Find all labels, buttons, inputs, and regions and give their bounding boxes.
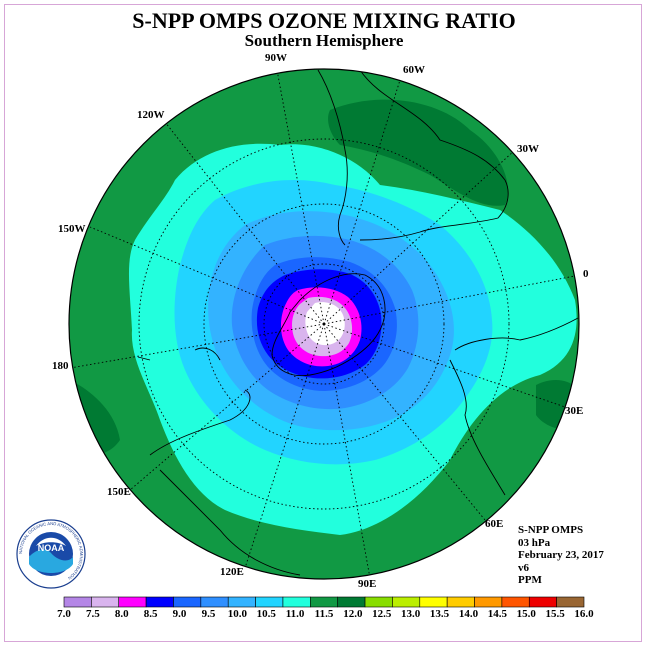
colorbar-label-15: 14.5 [487, 608, 507, 620]
ozone-field [69, 69, 579, 579]
meridian-0 [323, 274, 579, 325]
colorbar-label-0: 7.0 [57, 608, 71, 620]
colorbar-swatch-13 [419, 596, 448, 608]
colorbar-label-17: 15.5 [545, 608, 565, 620]
colorbar-swatch-2 [118, 596, 147, 608]
logo-bird-icon [36, 537, 66, 546]
latitude-circle-3 [138, 138, 510, 510]
info-units: PPM [518, 574, 542, 586]
meridian-120e [244, 323, 325, 569]
logo-text: NOAA [38, 543, 65, 553]
meridian-90e [323, 323, 371, 579]
lon-label-120w: 120W [137, 109, 165, 121]
colorbar-label-13: 13.5 [429, 608, 450, 620]
lon-label-90e: 90E [358, 578, 377, 590]
colorbar-swatch-15 [474, 596, 503, 608]
map-info-block: S-NPP OMPS 03 hPa February 23, 2017 v6 P… [518, 524, 604, 587]
colorbar-label-18: 16.0 [574, 608, 594, 620]
colorbar-label-9: 11.5 [314, 608, 334, 620]
meridian-90w [276, 69, 325, 325]
colorbar-swatch-1 [91, 596, 120, 608]
colorbar-label-4: 9.0 [172, 608, 187, 620]
page-title: S-NPP OMPS OZONE MIXING RATIO [132, 8, 516, 33]
colorbar-label-16: 15.0 [516, 608, 536, 620]
colorbar-label-5: 9.5 [201, 608, 216, 620]
lon-label-30w: 30W [517, 143, 539, 155]
colorbar-label-3: 8.5 [143, 608, 158, 620]
coastlines [137, 69, 579, 576]
australia-coast [149, 389, 301, 576]
lon-label-0: 0 [583, 268, 589, 280]
south-america-coast [317, 69, 509, 246]
colorbar-label-14: 14.0 [458, 608, 479, 620]
lon-label-150e: 150E [107, 486, 131, 498]
info-level: 03 hPa [518, 536, 551, 549]
colorbar-label-6: 10.0 [227, 608, 247, 620]
colorbar-swatch-10 [337, 596, 366, 608]
colorbar-swatch-9 [310, 596, 338, 608]
info-version: v6 [518, 561, 529, 574]
lon-label-60w: 60W [403, 64, 425, 76]
latitude-circle-1 [263, 263, 385, 385]
colorbar-swatch-4 [173, 596, 202, 608]
latitude-circle-2 [203, 203, 445, 445]
image-frame [4, 4, 642, 642]
graticule [69, 69, 579, 579]
meridian-120w [164, 121, 325, 325]
info-instrument: S-NPP OMPS [518, 524, 584, 536]
antarctica-coast [271, 273, 386, 377]
meridian-60w [323, 79, 401, 325]
contour-12-0-south-america [328, 99, 509, 206]
meridian-30e [323, 323, 569, 409]
lon-label-180: 180 [52, 360, 69, 372]
colorbar-label-12: 13.0 [401, 608, 421, 620]
colorbar-swatch-17 [528, 596, 557, 608]
logo-wave-icon [29, 549, 73, 573]
noaa-logo: NOAA NATIONAL OCEANIC AND ATMOSPHERIC AD… [16, 519, 86, 589]
colorbar-label-7: 10.5 [256, 608, 276, 620]
new-zealand-coast [137, 347, 221, 361]
colorbar-label-10: 12.0 [343, 608, 363, 620]
colorbar-swatch-5 [200, 596, 229, 608]
colorbar-swatch-0 [63, 596, 92, 608]
colorbar-swatch-18 [556, 596, 585, 608]
map-border [68, 68, 580, 580]
colorbar-swatch-16 [501, 596, 530, 608]
colorbar-swatch-6 [227, 596, 256, 608]
lon-label-30e: 30E [565, 405, 584, 417]
colorbar-swatch-3 [145, 596, 174, 608]
info-date: February 23, 2017 [518, 549, 604, 561]
colorbar-label-11: 12.5 [372, 608, 392, 620]
colorbar-swatch-11 [364, 596, 393, 608]
lon-label-60e: 60E [485, 518, 504, 530]
colorbar-swatch-12 [392, 596, 421, 608]
colorbar-swatch-14 [446, 596, 475, 608]
page-subtitle: Southern Hemisphere [244, 31, 404, 50]
meridian-180 [69, 323, 325, 369]
colorbar-label-8: 11.0 [285, 608, 305, 620]
lon-label-120e: 120E [220, 566, 244, 578]
africa-coast [449, 317, 579, 496]
meridian-150e [129, 323, 325, 491]
colorbar-swatch-7 [255, 596, 284, 608]
lon-label-150w: 150W [58, 223, 86, 235]
colorbar-label-1: 7.5 [86, 608, 100, 620]
meridian-30w [323, 149, 516, 325]
colorbar-label-2: 8.0 [114, 608, 129, 620]
lon-label-90w: 90W [265, 52, 287, 64]
colorbar-swatch-8 [282, 596, 311, 608]
